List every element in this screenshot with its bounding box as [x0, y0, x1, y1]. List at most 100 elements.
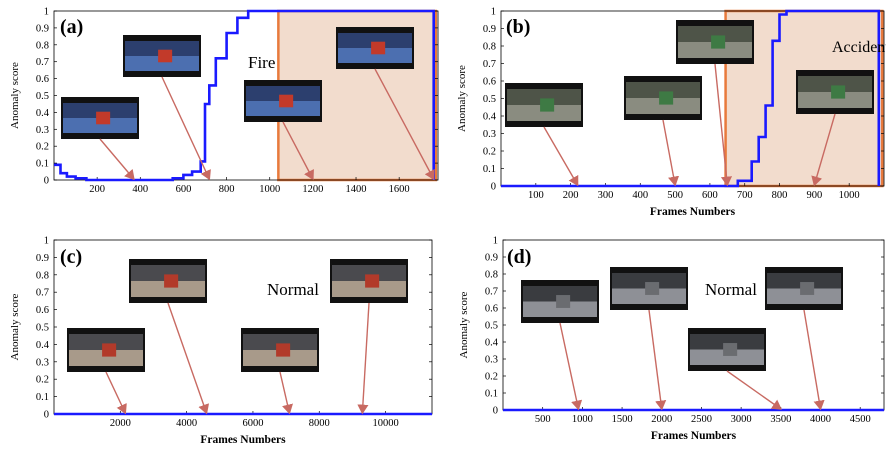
- thumbnail-object: [540, 98, 555, 112]
- video-frame-thumbnail: [688, 328, 766, 371]
- thumbnail-ground: [767, 288, 841, 304]
- x-tick-label: 6000: [242, 418, 263, 429]
- video-frame-thumbnail: [241, 328, 319, 372]
- x-tick-label: 2000: [110, 418, 131, 429]
- x-tick-label: 3500: [770, 414, 791, 425]
- video-frame-thumbnail: [624, 76, 702, 120]
- y-tick-label: 0.4: [36, 340, 50, 351]
- thumbnail-ground: [690, 349, 764, 365]
- thumbnail-object: [831, 85, 846, 99]
- thumbnail-object: [800, 282, 815, 295]
- x-tick-label: 1600: [389, 184, 410, 195]
- x-tick-label: 500: [667, 190, 683, 201]
- x-tick-label: 10000: [372, 418, 398, 429]
- video-frame-thumbnail: [676, 20, 754, 64]
- y-axis-label: Anomaly score: [458, 291, 470, 358]
- chart-panel-3: 0 0.1 0.2 0.3 0.4 0.5 0.6 0.7 0.8 0.9 1 2000 4000 600…: [9, 236, 433, 446]
- y-tick-label: 0.5: [485, 321, 498, 332]
- annotation-label: Fire: [248, 53, 275, 72]
- y-tick-label: 0.6: [36, 305, 49, 316]
- thumbnail-arrow: [543, 126, 579, 187]
- x-tick-label: 2000: [651, 414, 672, 425]
- y-tick-label: 0: [44, 176, 49, 187]
- thumbnail-arrow: [282, 121, 314, 181]
- x-tick-label: 700: [737, 190, 753, 201]
- x-tick-label: 1200: [302, 184, 323, 195]
- y-tick-label: 0.5: [36, 91, 49, 102]
- x-tick-label: 600: [176, 184, 192, 195]
- x-tick-label: 300: [598, 190, 614, 201]
- thumbnail-arrow: [803, 309, 825, 411]
- video-frame-thumbnail: [505, 83, 583, 127]
- thumbnail-arrow: [99, 138, 135, 181]
- thumbnail-arrow: [357, 302, 370, 415]
- y-tick-label: 0.1: [36, 392, 49, 403]
- y-tick-label: 0.9: [36, 23, 49, 34]
- y-tick-label: 0.3: [483, 129, 496, 140]
- y-tick-label: 0.2: [36, 142, 49, 153]
- x-tick-label: 8000: [309, 418, 330, 429]
- x-tick-label: 4500: [850, 414, 871, 425]
- y-tick-label: 0: [491, 182, 496, 193]
- thumbnail-arrow: [662, 119, 680, 187]
- x-tick-label: 500: [535, 414, 551, 425]
- thumbnail-ground: [243, 350, 317, 366]
- x-tick-label: 3000: [731, 414, 752, 425]
- y-tick-label: 0.2: [485, 372, 498, 383]
- thumbnail-ground: [612, 288, 686, 304]
- thumbnail-object: [102, 343, 117, 357]
- x-tick-label: 1000: [572, 414, 593, 425]
- annotation-label: Normal: [267, 280, 319, 299]
- x-tick-label: 2500: [691, 414, 712, 425]
- y-tick-label: 0.2: [483, 147, 496, 158]
- thumbnail-arrow: [648, 309, 667, 411]
- thumbnail-object: [164, 274, 179, 288]
- x-tick-label: 1400: [346, 184, 367, 195]
- video-frame-thumbnail: [129, 259, 207, 303]
- thumbnail-ground: [69, 350, 143, 366]
- thumbnail-object: [371, 41, 386, 55]
- video-frame-thumbnail: [610, 267, 688, 310]
- y-tick-label: 0.3: [36, 357, 49, 368]
- thumbnail-object: [279, 94, 294, 108]
- thumbnail-ground: [678, 42, 752, 58]
- thumbnail-arrow: [105, 371, 127, 415]
- thumbnail-object: [96, 111, 111, 125]
- thumbnail-arrow: [374, 68, 435, 181]
- y-tick-label: 1: [44, 236, 49, 247]
- y-tick-label: 0.8: [36, 270, 49, 281]
- y-tick-label: 0.8: [483, 42, 496, 53]
- y-tick-label: 1: [44, 7, 49, 18]
- thumbnail-ground: [626, 98, 700, 114]
- y-tick-label: 0.1: [36, 159, 49, 170]
- thumbnail-ground: [63, 118, 137, 133]
- y-tick-label: 0.1: [485, 389, 498, 400]
- y-tick-label: 0.8: [485, 270, 498, 281]
- panel-label: (d): [507, 246, 531, 268]
- thumbnail-arrow: [726, 370, 782, 410]
- thumbnail-object: [158, 49, 173, 63]
- thumbnail-arrow: [811, 113, 836, 187]
- thumbnail-ground: [507, 105, 581, 121]
- video-frame-thumbnail: [123, 35, 201, 77]
- y-tick-label: 0.7: [483, 59, 496, 70]
- y-tick-label: 1: [491, 7, 496, 18]
- x-axis-label: Frames Numbers: [651, 430, 737, 442]
- x-axis-label: Frames Numbers: [200, 434, 286, 446]
- y-tick-label: 0.5: [36, 323, 49, 334]
- video-frame-thumbnail: [521, 280, 599, 323]
- annotation-label: Accident: [832, 39, 886, 56]
- video-frame-thumbnail: [67, 328, 145, 372]
- y-tick-label: 0.9: [36, 253, 49, 264]
- thumbnail-ground: [131, 281, 205, 297]
- thumbnail-ground: [338, 48, 412, 63]
- anomaly-score-line: [54, 9, 436, 182]
- annotation-label: Normal: [705, 280, 757, 299]
- y-tick-label: 0.6: [36, 74, 49, 85]
- y-tick-label: 0.3: [485, 355, 498, 366]
- y-tick-label: 0.3: [36, 125, 49, 136]
- thumbnail-ground: [798, 92, 872, 108]
- y-tick-label: 0.8: [36, 40, 49, 51]
- thumbnail-object: [365, 274, 380, 288]
- y-axis-label: Anomaly score: [456, 65, 468, 132]
